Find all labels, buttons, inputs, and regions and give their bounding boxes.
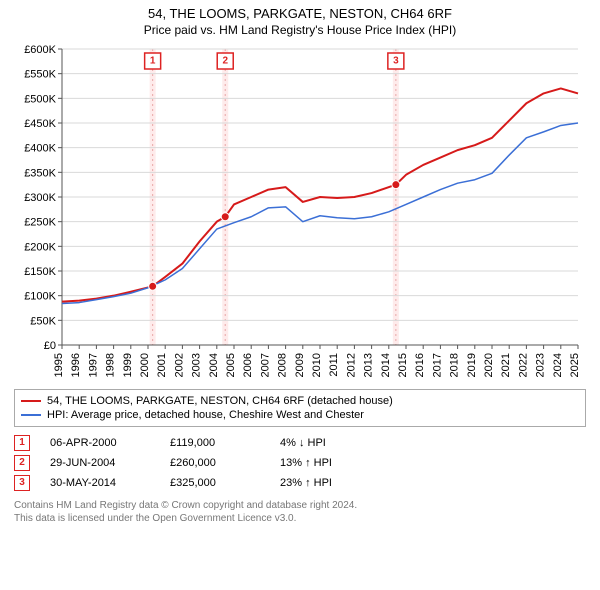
svg-text:£550K: £550K <box>24 69 56 81</box>
svg-text:£450K: £450K <box>24 118 56 130</box>
svg-text:£0: £0 <box>44 340 56 352</box>
event-marker-icon: 3 <box>14 475 30 491</box>
svg-text:2024: 2024 <box>552 353 564 377</box>
legend-label: HPI: Average price, detached house, Ches… <box>47 409 364 421</box>
event-marker-icon: 1 <box>14 435 30 451</box>
svg-text:2012: 2012 <box>345 353 357 377</box>
chart-svg: £0 £50K £100K £150K £200K £250K £300K £350K £400… <box>14 43 586 383</box>
svg-text:£400K: £400K <box>24 143 56 155</box>
svg-text:1997: 1997 <box>87 353 99 377</box>
chart: £0 £50K £100K £150K £200K £250K £300K £350K £400… <box>14 43 586 383</box>
legend-swatch <box>21 414 41 416</box>
svg-text:2001: 2001 <box>156 353 168 377</box>
svg-text:2022: 2022 <box>517 353 529 377</box>
event-date: 29-JUN-2004 <box>50 457 150 469</box>
footnote-line: This data is licensed under the Open Gov… <box>14 512 586 525</box>
event-price: £260,000 <box>170 457 260 469</box>
svg-text:2005: 2005 <box>225 353 237 377</box>
svg-text:2010: 2010 <box>311 353 323 377</box>
event-pct: 4% ↓ HPI <box>280 437 380 449</box>
svg-text:£200K: £200K <box>24 241 56 253</box>
legend-swatch <box>21 400 41 402</box>
svg-text:2025: 2025 <box>569 353 581 377</box>
svg-text:2009: 2009 <box>294 353 306 377</box>
svg-text:£300K: £300K <box>24 192 56 204</box>
legend-item: HPI: Average price, detached house, Ches… <box>21 408 579 422</box>
svg-text:£350K: £350K <box>24 167 56 179</box>
svg-text:2008: 2008 <box>277 353 289 377</box>
svg-text:2015: 2015 <box>397 353 409 377</box>
svg-text:1999: 1999 <box>122 353 134 377</box>
event-pct: 13% ↑ HPI <box>280 457 380 469</box>
event-price: £325,000 <box>170 477 260 489</box>
svg-text:2004: 2004 <box>208 353 220 377</box>
svg-text:£600K: £600K <box>24 44 56 56</box>
page-title: 54, THE LOOMS, PARKGATE, NESTON, CH64 6R… <box>0 0 600 23</box>
svg-text:2006: 2006 <box>242 353 254 377</box>
svg-text:3: 3 <box>393 55 399 66</box>
svg-text:1996: 1996 <box>70 353 82 377</box>
svg-text:£500K: £500K <box>24 93 56 105</box>
svg-text:1: 1 <box>150 55 156 66</box>
event-row: 3 30-MAY-2014 £325,000 23% ↑ HPI <box>14 473 586 493</box>
svg-text:£150K: £150K <box>24 266 56 278</box>
svg-text:£250K: £250K <box>24 217 56 229</box>
footnote-line: Contains HM Land Registry data © Crown c… <box>14 499 586 512</box>
svg-text:2023: 2023 <box>535 353 547 377</box>
svg-text:2020: 2020 <box>483 353 495 377</box>
svg-text:2007: 2007 <box>259 353 271 377</box>
legend-item: 54, THE LOOMS, PARKGATE, NESTON, CH64 6R… <box>21 394 579 408</box>
svg-text:2011: 2011 <box>328 353 340 377</box>
legend-label: 54, THE LOOMS, PARKGATE, NESTON, CH64 6R… <box>47 395 393 407</box>
svg-text:2021: 2021 <box>500 353 512 377</box>
event-price: £119,000 <box>170 437 260 449</box>
svg-text:2013: 2013 <box>363 353 375 377</box>
svg-text:1998: 1998 <box>105 353 117 377</box>
svg-text:2018: 2018 <box>449 353 461 377</box>
event-row: 2 29-JUN-2004 £260,000 13% ↑ HPI <box>14 453 586 473</box>
svg-text:1995: 1995 <box>53 353 65 377</box>
event-date: 30-MAY-2014 <box>50 477 150 489</box>
footnote: Contains HM Land Registry data © Crown c… <box>14 499 586 525</box>
svg-text:£50K: £50K <box>30 315 56 327</box>
svg-text:2017: 2017 <box>431 353 443 377</box>
event-date: 06-APR-2000 <box>50 437 150 449</box>
svg-text:2014: 2014 <box>380 353 392 377</box>
svg-text:2002: 2002 <box>173 353 185 377</box>
svg-text:2003: 2003 <box>191 353 203 377</box>
event-pct: 23% ↑ HPI <box>280 477 380 489</box>
event-row: 1 06-APR-2000 £119,000 4% ↓ HPI <box>14 433 586 453</box>
events-table: 1 06-APR-2000 £119,000 4% ↓ HPI 2 29-JUN… <box>14 433 586 493</box>
legend: 54, THE LOOMS, PARKGATE, NESTON, CH64 6R… <box>14 389 586 427</box>
page-subtitle: Price paid vs. HM Land Registry's House … <box>0 23 600 41</box>
svg-text:2000: 2000 <box>139 353 151 377</box>
svg-text:2019: 2019 <box>466 353 478 377</box>
svg-text:2016: 2016 <box>414 353 426 377</box>
svg-text:2: 2 <box>222 55 228 66</box>
event-marker-icon: 2 <box>14 455 30 471</box>
svg-text:£100K: £100K <box>24 291 56 303</box>
